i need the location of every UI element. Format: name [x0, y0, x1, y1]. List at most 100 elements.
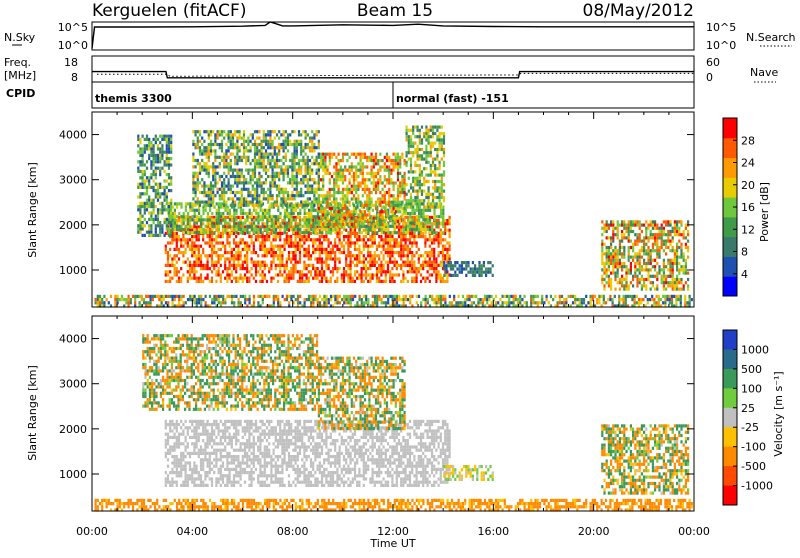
power-cell-4-121	[210, 133, 212, 136]
power-cell-4-867	[318, 143, 320, 146]
power-cell-3-162	[155, 160, 157, 163]
power-cell-0-1441	[409, 241, 411, 244]
power-cell-0-1347	[394, 241, 396, 244]
power-cell-7-107	[617, 252, 619, 255]
power-cell-4-746	[300, 143, 302, 146]
power-cell-2-191	[344, 213, 346, 216]
power-cell-4-0	[192, 130, 194, 133]
power-cell-2-22	[320, 194, 322, 197]
power-cell-7-92	[614, 256, 616, 259]
power-cell-0-113	[185, 241, 187, 244]
power-cell-0-429	[237, 245, 239, 248]
power-cell-4-377	[247, 140, 249, 143]
power-cell-0-1641	[442, 248, 444, 251]
power-cell-2-155	[340, 178, 342, 181]
power-cell-0-831	[306, 251, 308, 254]
power-cell-3-75	[144, 218, 146, 221]
power-cell-2-559	[404, 175, 406, 178]
power-cell-1-242	[251, 215, 253, 218]
power-cell-4-847	[313, 191, 315, 194]
power-cell-3-287	[168, 176, 170, 179]
power-cell-0-1107	[354, 248, 356, 251]
power-cell-7-140	[621, 275, 623, 278]
power-cell-2-216	[349, 201, 351, 204]
power-cell-2-166	[342, 172, 344, 175]
power-cell-4-659	[287, 143, 289, 146]
power-cell-0-905	[319, 251, 321, 254]
power-cell-4-413	[252, 197, 254, 200]
power-cell-0-365	[226, 273, 228, 276]
power-cell-4-1	[192, 140, 194, 143]
power-cell-1-439	[317, 228, 319, 231]
power-cell-7-205	[632, 259, 634, 262]
power-cell-0-51	[174, 232, 176, 235]
power-cell-4-583	[276, 153, 278, 156]
power-cell-5-204	[434, 158, 436, 161]
power-cell-4-566	[274, 130, 276, 133]
power-cell-2-544	[399, 220, 401, 223]
power-cell-3-179	[157, 144, 159, 147]
power-cell-0-21	[167, 273, 169, 276]
power-cell-6-30	[463, 261, 465, 264]
power-cell-2-185	[344, 188, 346, 191]
power-cell-4-820	[309, 197, 311, 200]
power-cell-3-295	[168, 227, 170, 230]
power-cell-0-1254	[378, 245, 380, 248]
power-cell-1-125	[209, 218, 211, 221]
power-cell-0-1173	[365, 235, 367, 238]
power-cell-0-1381	[400, 229, 402, 232]
power-cell-2-64	[327, 153, 329, 156]
power-cell-0-837	[306, 280, 308, 283]
power-cell-2-373	[373, 185, 375, 188]
power-cell-4-846	[313, 188, 315, 191]
power-cell-0-55	[174, 254, 176, 257]
power-cell-3-231	[161, 205, 163, 208]
power-cell-2-283	[360, 159, 362, 162]
power-cell-2-387	[375, 188, 377, 191]
power-cell-7-14	[601, 281, 603, 284]
power-cell-3-253	[164, 234, 166, 237]
power-cell-2-342	[368, 178, 370, 181]
date-label: 08/May/2012	[583, 1, 695, 21]
power-cell-4-289	[234, 162, 236, 165]
power-cell-0-996	[334, 280, 336, 283]
power-cell-0-606	[268, 267, 270, 270]
power-cell-4-145	[212, 185, 214, 188]
power-cell-4-177	[217, 191, 219, 194]
power-cell-2-412	[379, 181, 381, 184]
power-cell-0-201	[198, 264, 200, 267]
power-cell-0-671	[279, 261, 281, 264]
power-cell-4-536	[269, 143, 271, 146]
power-cell-7-127	[619, 288, 621, 291]
power-cell-0-1248	[376, 280, 378, 283]
power-cell-0-1387	[400, 248, 402, 251]
power-cell-4-252	[230, 130, 232, 133]
power-cell-4-430	[254, 188, 256, 191]
power-cell-3-255	[166, 138, 168, 141]
power-cell-2-326	[366, 159, 368, 162]
power-cell-3-40	[142, 147, 144, 150]
power-cell-2-390	[375, 204, 377, 207]
power-cell-6-39	[470, 267, 472, 270]
power-cell-2-294	[360, 217, 362, 220]
power-cell-2-253	[355, 165, 357, 168]
power-cell-0-868	[312, 245, 314, 248]
power-cell-3-310	[170, 199, 172, 202]
power-cell-7-237	[639, 224, 641, 227]
power-cell-4-251	[228, 197, 230, 200]
power-cell-0-82	[178, 251, 180, 254]
power-cell-0-14	[167, 241, 169, 244]
power-cell-7-59	[610, 236, 612, 239]
power-cell-4-193	[221, 140, 223, 143]
power-cell-3-304	[170, 157, 172, 160]
power-cell-7-260	[641, 275, 643, 278]
power-cell-0-420	[235, 264, 237, 267]
power-cell-2-125	[335, 181, 337, 184]
power-cell-2-475	[390, 162, 392, 165]
power-cell-4-435	[256, 130, 258, 133]
power-cell-0-1097	[352, 280, 354, 283]
power-cell-4-503	[265, 133, 267, 136]
power-cell-2-3	[318, 172, 320, 175]
power-cell-4-740	[298, 181, 300, 184]
power-cell-4-369	[245, 169, 247, 172]
